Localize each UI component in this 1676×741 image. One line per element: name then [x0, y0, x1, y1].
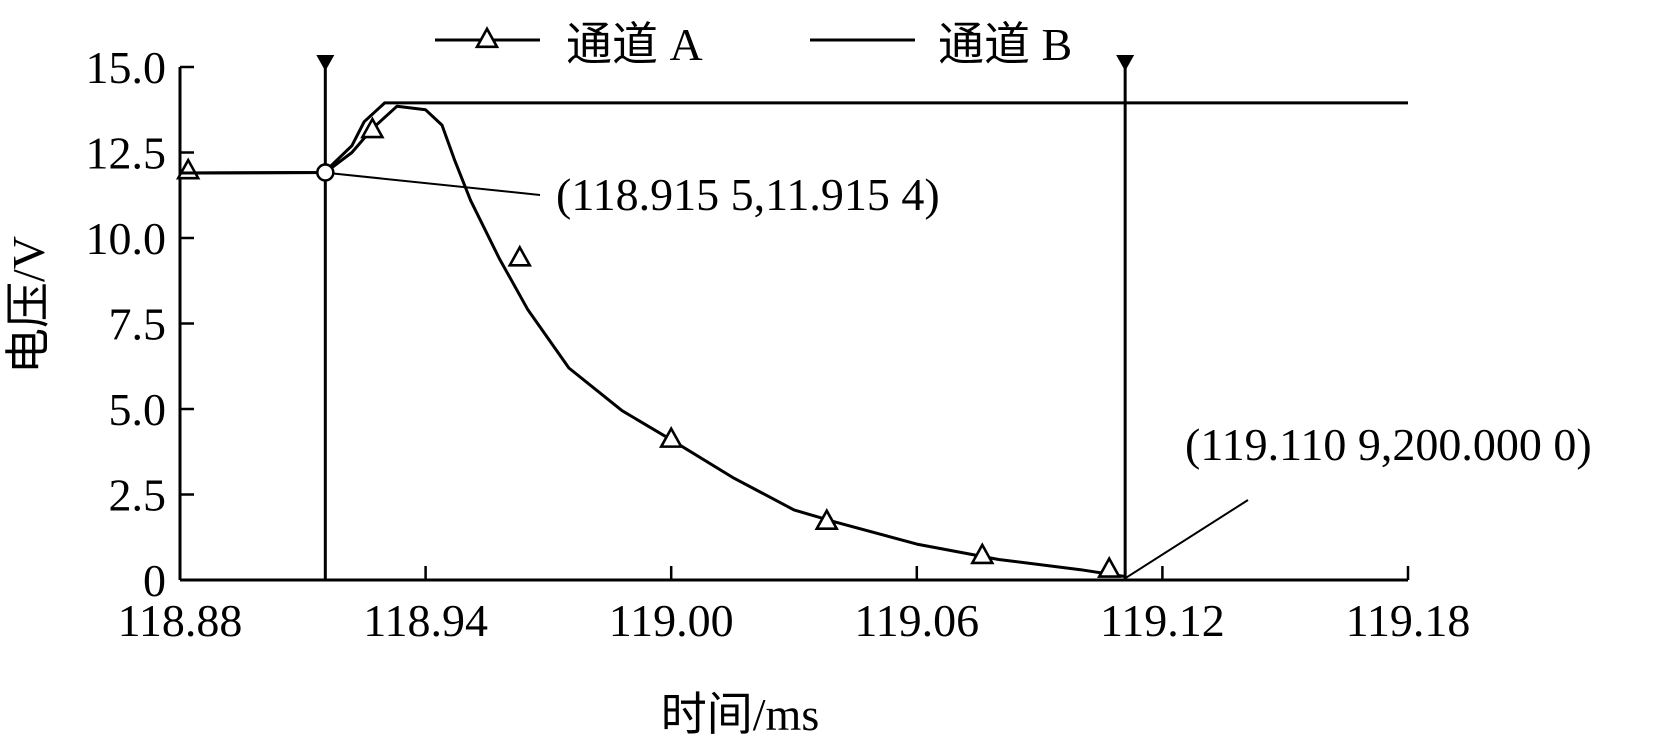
series-a-marker [507, 244, 532, 267]
cursor-marker [1116, 55, 1135, 71]
series-a-marker [658, 425, 684, 448]
series-a-marker [360, 116, 385, 139]
annotation-label: (118.915 5,11.915 4) [556, 169, 940, 220]
y-tick-label: 12.5 [86, 128, 167, 179]
y-tick-label: 7.5 [109, 299, 167, 350]
x-tick-label: 119.06 [854, 595, 979, 646]
y-tick-label: 0 [143, 555, 166, 606]
y-tick-label: 10.0 [86, 213, 167, 264]
y-tick-label: 2.5 [109, 470, 167, 521]
annotation-leader [1124, 499, 1249, 580]
series-a-marker [1096, 555, 1122, 578]
annotations: (118.915 5,11.915 4) (119.110 9,200.000 0… [316, 163, 1592, 580]
y-tick-label: 15.0 [86, 42, 167, 93]
x-tick-label: 119.12 [1100, 595, 1225, 646]
legend: 通道 A 通道 B [435, 19, 1072, 70]
y-axis-label: 电压/V [3, 236, 54, 374]
legend-marker-a [474, 26, 500, 49]
axes: 0 2.5 5.0 7.5 10.0 12.5 15.0 118.88 118.94 119.00… [86, 42, 1471, 646]
cursor-lines [316, 55, 1135, 580]
series-a-marker [970, 542, 995, 565]
series-a-line [179, 104, 1126, 579]
legend-label-b: 通道 B [938, 19, 1072, 70]
x-axis-label: 时间/ms [661, 689, 819, 740]
series-a-marker [814, 508, 839, 531]
x-tick-label: 119.00 [609, 595, 734, 646]
legend-label-a: 通道 A [566, 19, 703, 70]
x-tick-label: 118.94 [363, 595, 488, 646]
x-tick-label: 119.18 [1346, 595, 1471, 646]
y-tick-label: 5.0 [109, 384, 167, 435]
annotation-label: (119.110 9,200.000 0) [1185, 419, 1592, 470]
cursor-marker [316, 55, 335, 71]
annotation-point [316, 163, 335, 182]
x-tick-label: 118.88 [118, 595, 243, 646]
annotation-leader [333, 172, 541, 196]
